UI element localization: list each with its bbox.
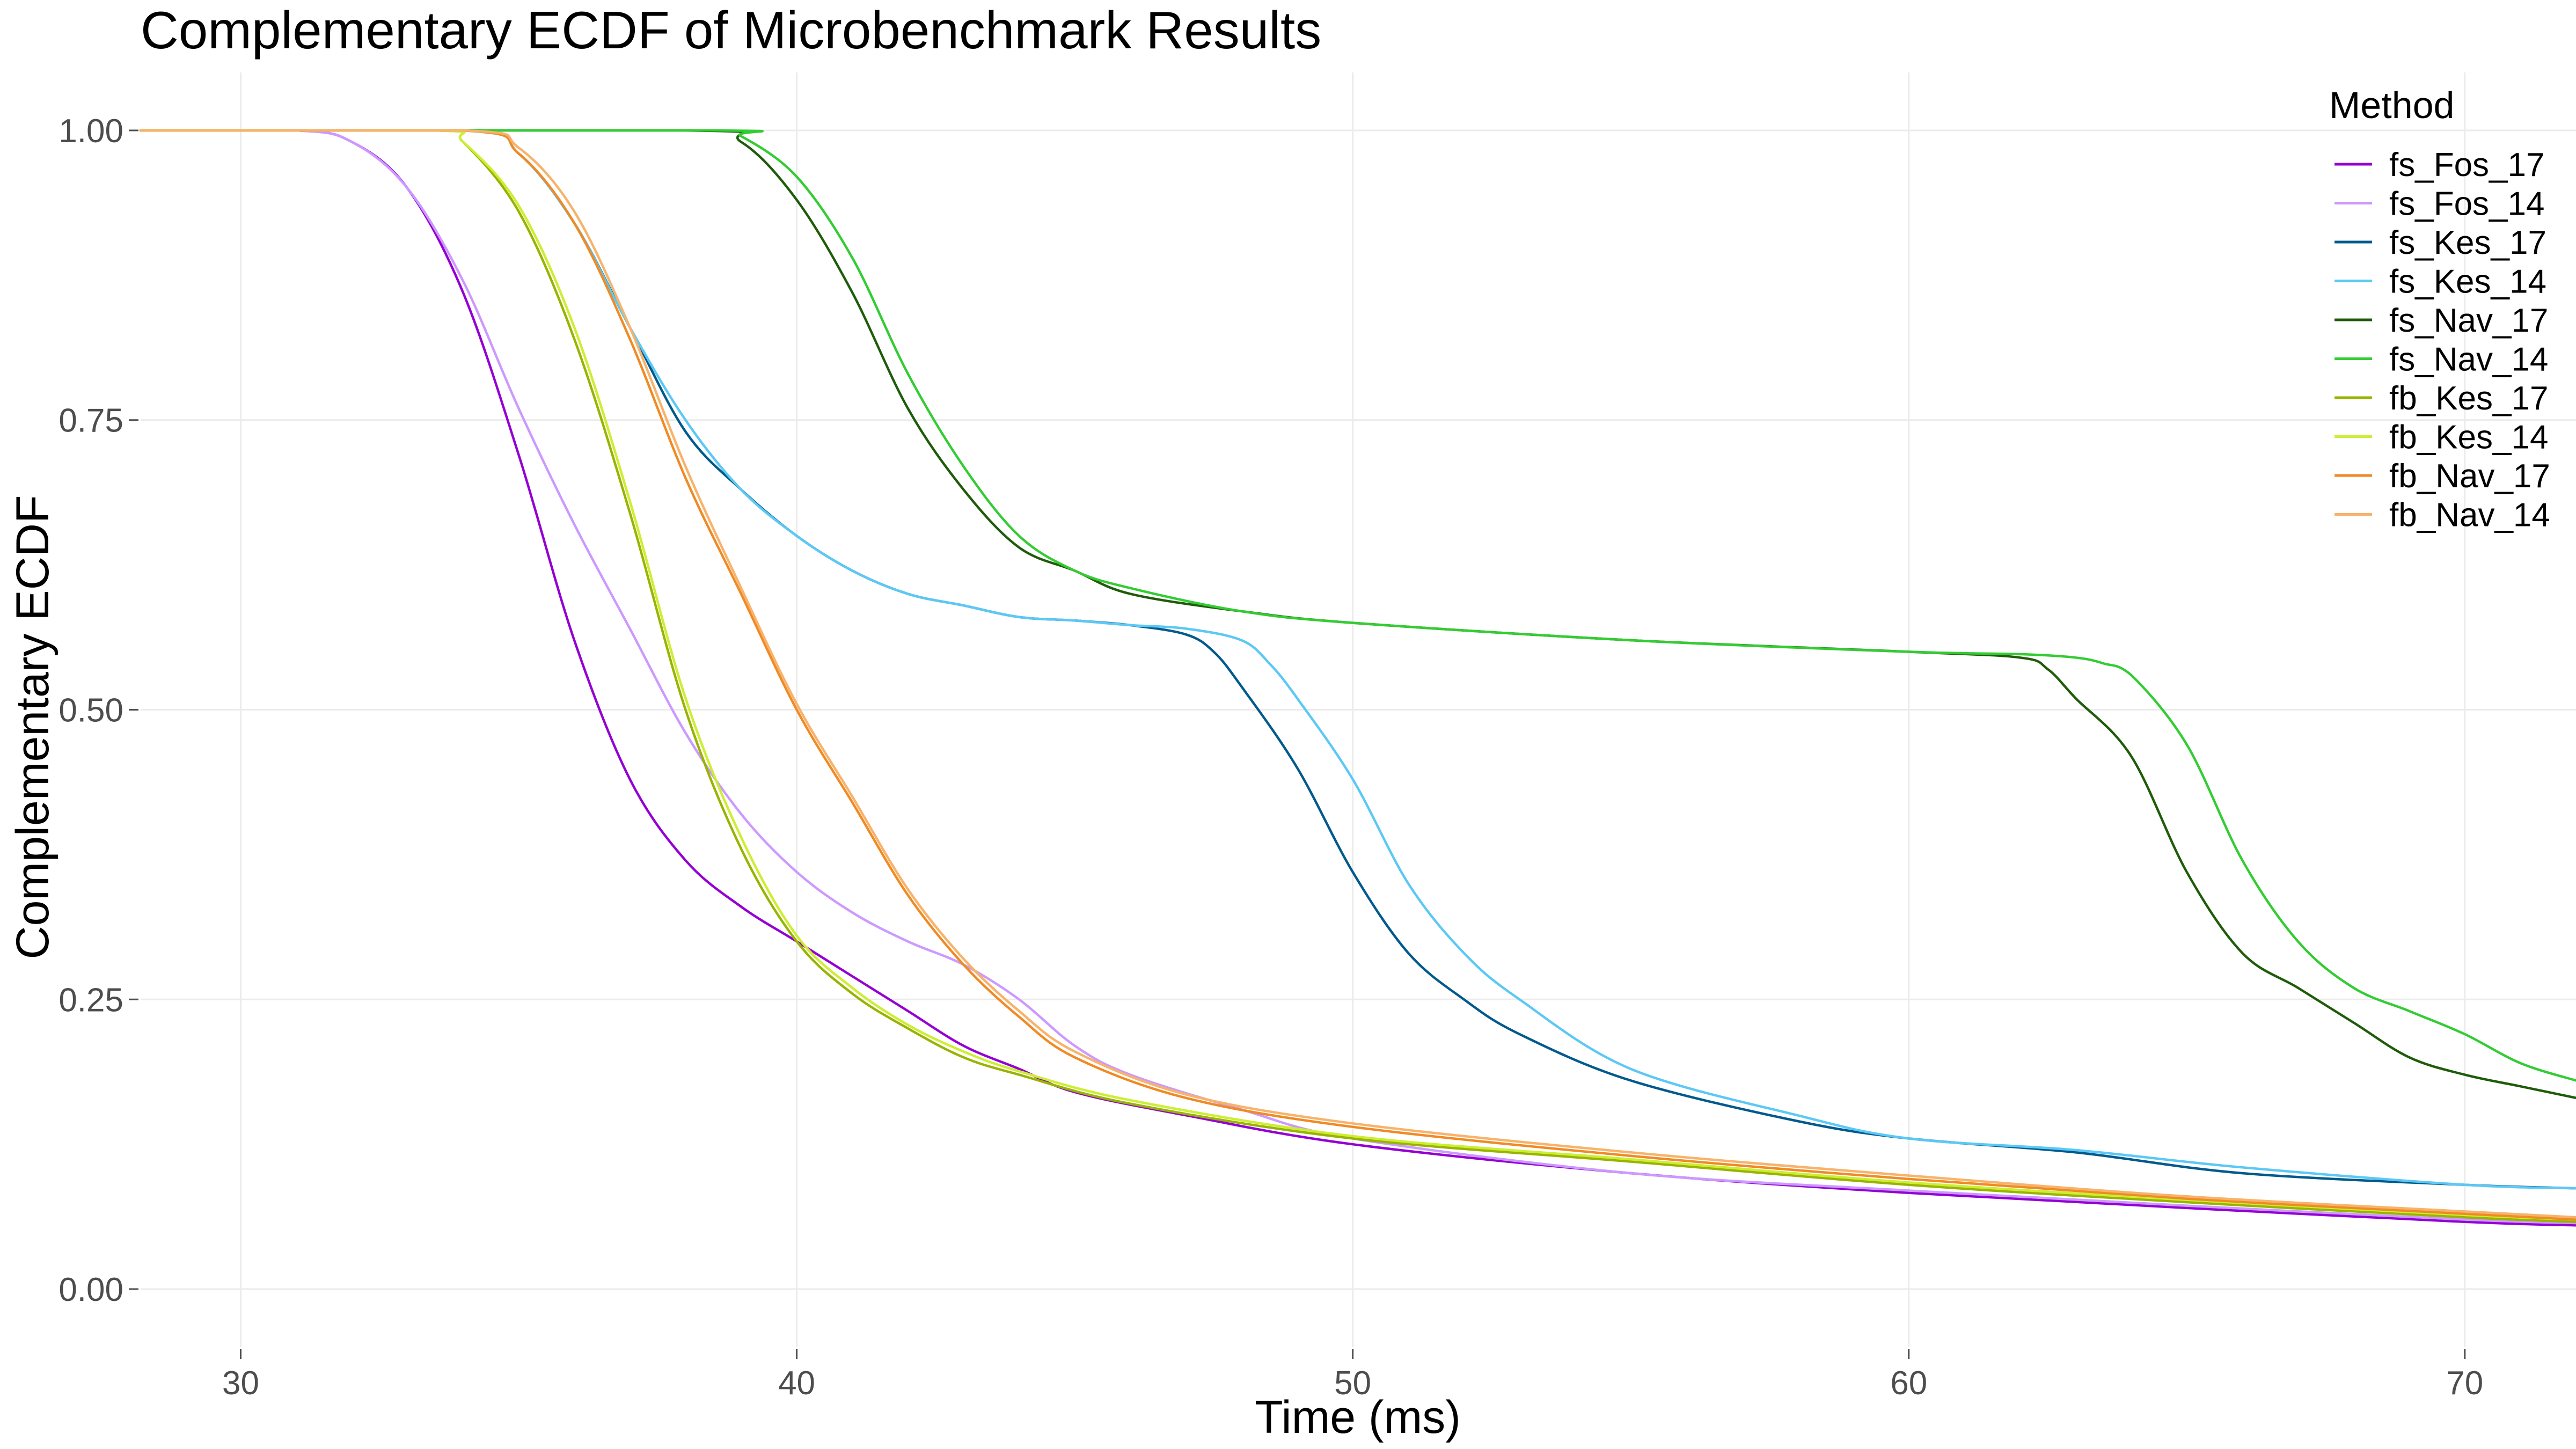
legend-label-fs-fos-14: fs_Fos_14	[2389, 186, 2545, 223]
y-tick-label: 1.00	[58, 113, 123, 150]
legend-title: Method	[2329, 84, 2454, 126]
series-line-fb-nav-14	[139, 129, 2576, 1219]
series-line-fs-kes-14	[139, 129, 2576, 1190]
legend-label-fb-nav-14: fb_Nav_14	[2389, 497, 2550, 534]
x-tick-label: 30	[222, 1365, 259, 1402]
legend-label-fs-nav-14: fs_Nav_14	[2389, 341, 2548, 378]
y-tick-label: 0.25	[58, 982, 123, 1019]
legend: Method fs_Fos_17fs_Fos_14fs_Kes_17fs_Kes…	[2329, 84, 2550, 534]
series-line-fs-nav-17	[139, 129, 2576, 1100]
series-line-fb-kes-17	[139, 129, 2576, 1224]
series-line-fs-fos-14	[139, 129, 2576, 1225]
series-line-fb-kes-14	[139, 129, 2576, 1221]
axis-ticks: 30 40 50 60 70 0.00 0.25 0.50 0.75 1.00	[58, 113, 2483, 1402]
x-tick-label: 60	[1890, 1365, 1927, 1402]
legend-label-fb-kes-17: fb_Kes_17	[2389, 380, 2548, 417]
y-tick-label: 0.50	[58, 692, 123, 729]
series-lines	[139, 129, 2576, 1227]
legend-label-fs-kes-14: fs_Kes_14	[2389, 264, 2546, 301]
x-axis-title: Time (ms)	[1255, 1392, 1461, 1443]
y-axis-title: Complementary ECDF	[7, 495, 58, 960]
x-tick-label: 70	[2446, 1365, 2483, 1402]
series-line-fs-nav-14	[139, 129, 2576, 1082]
legend-label-fs-nav-17: fs_Nav_17	[2389, 302, 2548, 339]
x-tick-label: 40	[778, 1365, 815, 1402]
legend-label-fb-kes-14: fb_Kes_14	[2389, 419, 2548, 456]
x-tick-label: 50	[1334, 1365, 1371, 1402]
legend-label-fs-fos-17: fs_Fos_17	[2389, 147, 2545, 184]
series-line-fb-nav-17	[139, 129, 2576, 1221]
y-tick-label: 0.00	[58, 1271, 123, 1308]
series-line-fs-kes-17	[139, 129, 2576, 1190]
legend-label-fb-nav-17: fb_Nav_17	[2389, 458, 2550, 495]
y-tick-label: 0.75	[58, 402, 123, 440]
series-line-fs-fos-17	[139, 129, 2576, 1227]
chart-title: Complementary ECDF of Microbenchmark Res…	[141, 1, 1321, 60]
grid-lines	[141, 72, 2576, 1347]
legend-label-fs-kes-17: fs_Kes_17	[2389, 224, 2546, 261]
